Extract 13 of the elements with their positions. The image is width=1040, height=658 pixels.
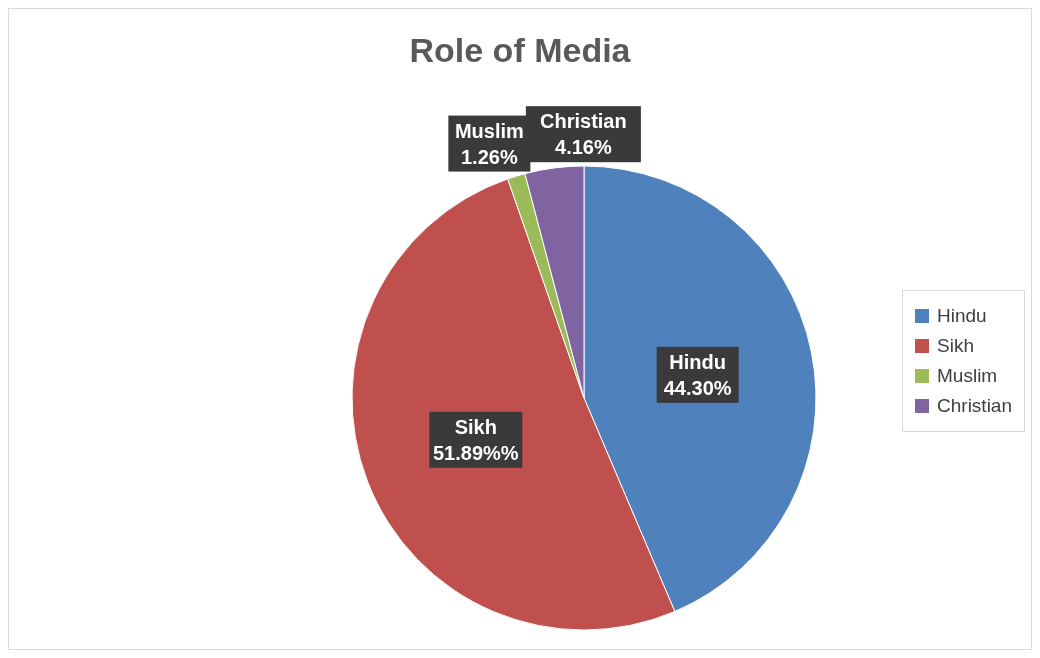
legend-label: Christian <box>937 394 1012 418</box>
data-label: 1.26% <box>461 145 518 168</box>
data-label: 4.16% <box>555 136 612 159</box>
slice-label: Hindu <box>669 350 726 373</box>
slice-label: Sikh <box>454 415 497 438</box>
chart-title: Role of Media <box>408 30 632 71</box>
data-label: 44.30% <box>663 376 732 399</box>
data-label: 51.89%% <box>432 441 519 464</box>
legend-label: Sikh <box>937 334 974 358</box>
legend-label: Muslim <box>937 364 998 388</box>
legend-label: Hindu <box>937 304 987 328</box>
slice-label: Muslim <box>454 119 524 142</box>
slice-label: Christian <box>540 110 627 133</box>
